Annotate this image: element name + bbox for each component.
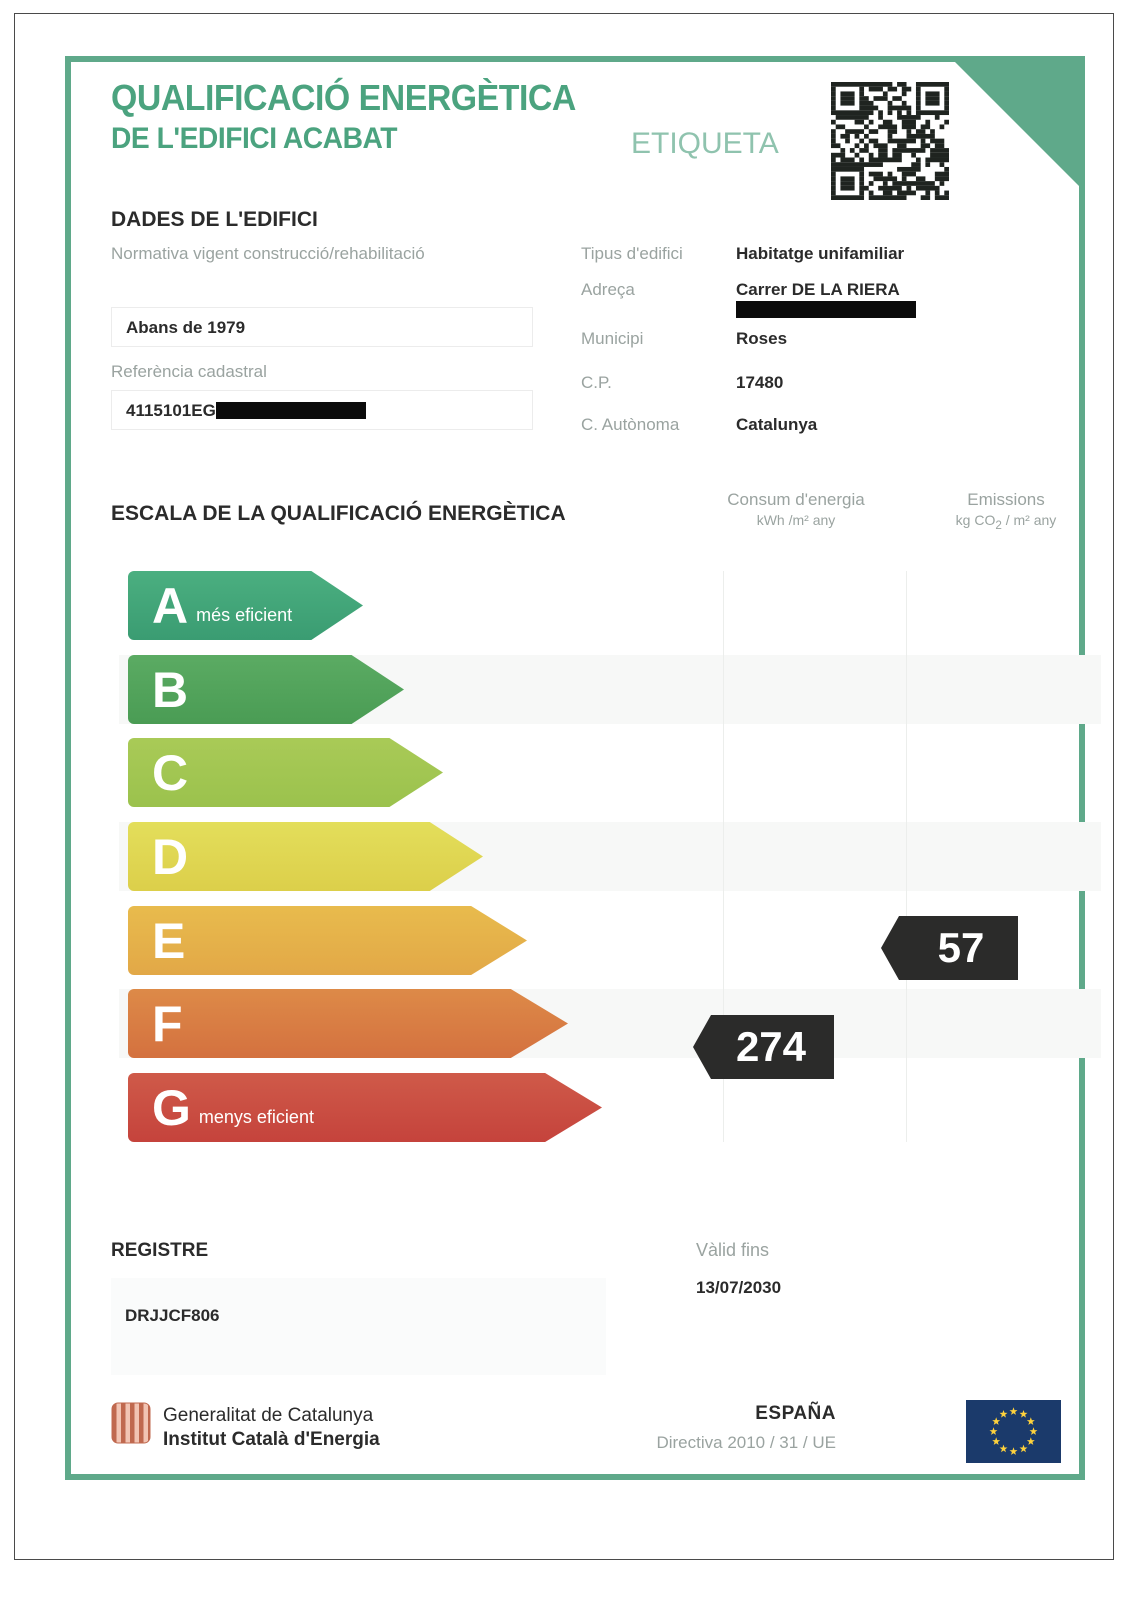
svg-text:57: 57 xyxy=(938,924,985,971)
svg-text:274: 274 xyxy=(736,1023,807,1070)
